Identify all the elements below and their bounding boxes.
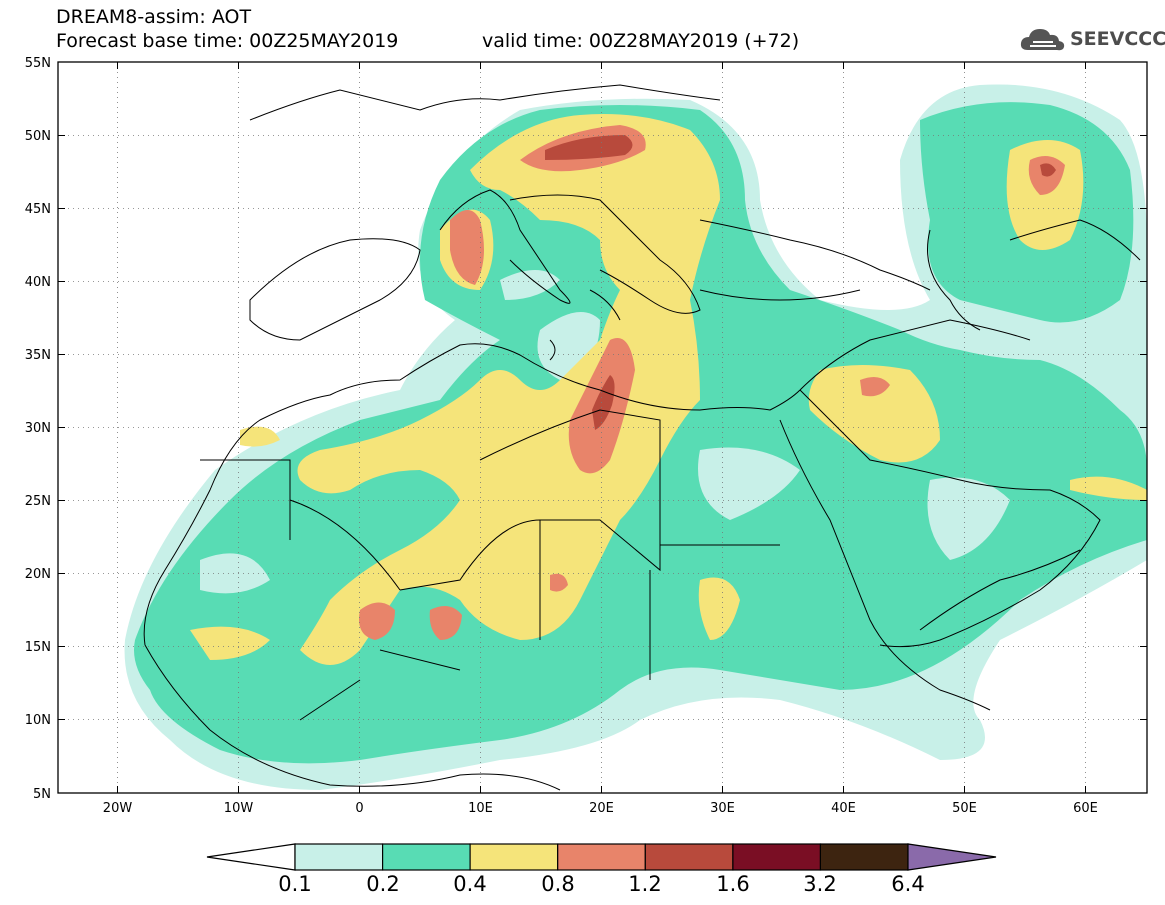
lon-label: 50E <box>952 801 977 816</box>
colorbar-box <box>557 843 646 871</box>
forecast-base-time: Forecast base time: 00Z25MAY2019 <box>56 30 399 52</box>
colorbar-level: 0.2 <box>366 872 399 896</box>
lon-label: 20E <box>589 801 614 816</box>
colorbar-level: 3.2 <box>803 872 836 896</box>
seevccc-logo: SEEVCCC <box>1018 24 1165 56</box>
aot-field <box>58 62 1147 793</box>
colorbar-upper-arrow <box>907 843 997 871</box>
lat-label: 45N <box>25 202 51 217</box>
lon-label: 20W <box>103 801 133 816</box>
logo-text: SEEVCCC <box>1070 28 1165 50</box>
lat-label: 55N <box>25 56 51 71</box>
colorbar-level: 1.2 <box>628 872 661 896</box>
lon-label: 40E <box>831 801 856 816</box>
colorbar-box <box>382 843 471 871</box>
lat-label: 10N <box>25 713 51 728</box>
coastlines <box>143 84 1141 791</box>
lat-label: 30N <box>25 421 51 436</box>
colorbar-box <box>644 843 734 871</box>
lat-label: 15N <box>25 640 51 655</box>
colorbar-box <box>819 843 909 871</box>
colorbar-level: 0.1 <box>278 872 311 896</box>
colorbar-labels: 0.1 0.2 0.4 0.8 1.2 1.6 3.2 6.4 <box>278 872 924 896</box>
colorbar-lower-arrow <box>206 843 296 871</box>
lat-label: 35N <box>25 348 51 363</box>
colorbar-box <box>294 843 384 871</box>
lat-label: 5N <box>33 787 51 802</box>
cloud-icon <box>1020 29 1065 51</box>
lon-label: 10E <box>468 801 493 816</box>
valid-time: valid time: 00Z28MAY2019 (+72) <box>482 30 800 52</box>
lon-label: 30E <box>710 801 735 816</box>
colorbar-level: 0.4 <box>453 872 486 896</box>
colorbar-box <box>469 843 559 871</box>
latitude-labels: 55N 50N 45N 40N 35N 30N 25N 20N 15N 10N … <box>25 56 51 802</box>
lon-label: 0 <box>355 801 363 816</box>
colorbar-level: 0.8 <box>541 872 574 896</box>
lat-label: 40N <box>25 275 51 290</box>
lat-label: 50N <box>25 129 51 144</box>
lon-label: 10W <box>224 801 254 816</box>
colorbar-level: 6.4 <box>891 872 924 896</box>
lat-label: 20N <box>25 567 51 582</box>
map-title: DREAM8-assim: AOT <box>56 6 252 28</box>
colorbar: 0.1 0.2 0.4 0.8 1.2 1.6 3.2 6.4 <box>206 843 997 896</box>
colorbar-level: 1.6 <box>716 872 749 896</box>
colorbar-box <box>732 843 822 871</box>
lon-label: 60E <box>1073 801 1098 816</box>
longitude-labels: 20W 10W 0 10E 20E 30E 40E 50E 60E <box>103 801 1098 816</box>
lat-label: 25N <box>25 494 51 509</box>
